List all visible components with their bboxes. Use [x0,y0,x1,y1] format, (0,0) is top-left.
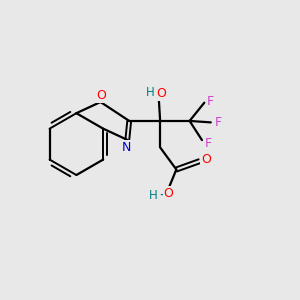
Text: O: O [201,153,211,166]
Text: N: N [122,141,131,154]
Text: -: - [159,186,164,201]
Text: F: F [207,95,214,108]
Text: F: F [205,136,212,149]
Text: O: O [156,87,166,100]
Text: O: O [96,89,106,102]
Text: O: O [164,187,174,200]
Text: H: H [146,86,155,99]
Text: F: F [214,116,222,129]
Text: H: H [148,189,157,202]
